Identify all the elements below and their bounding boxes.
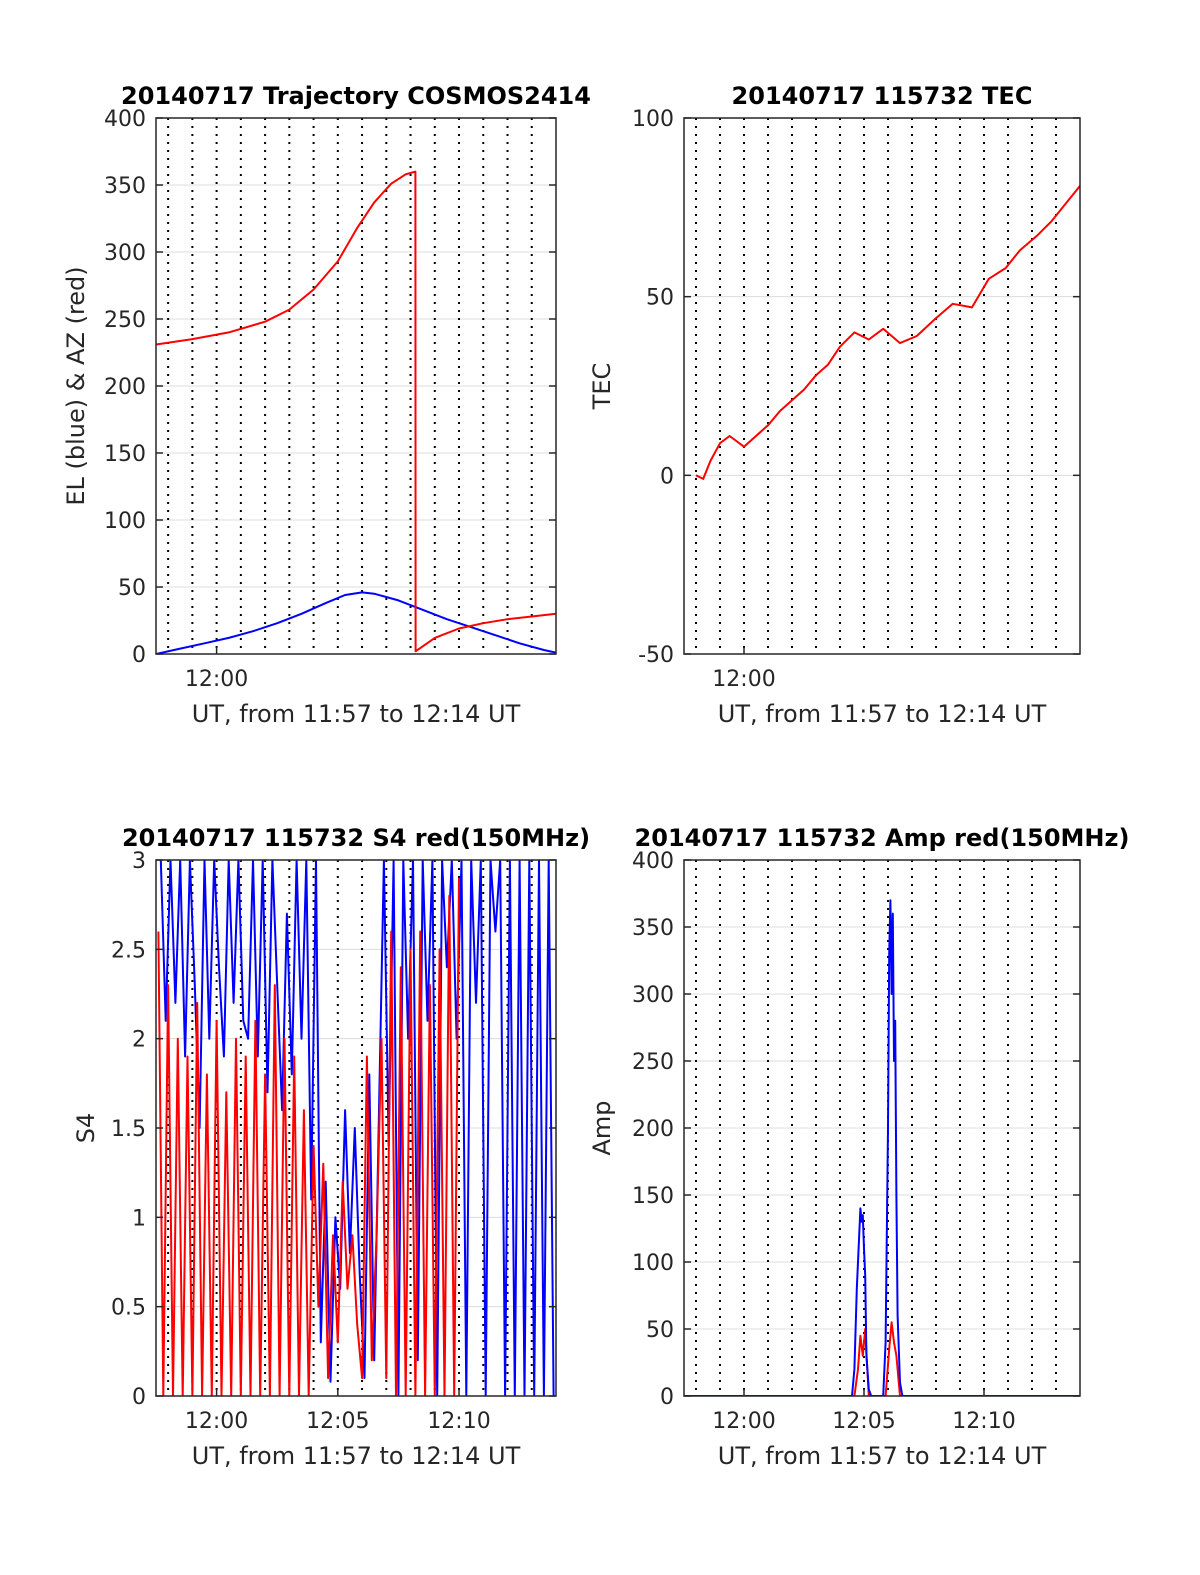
panel-amp-ytick-label: 300 — [632, 983, 674, 1008]
panel-amp-ytick-label: 350 — [632, 916, 674, 941]
panel-amp-ytick-label: 100 — [632, 1251, 674, 1276]
panel-trajectory-xlabel: UT, from 11:57 to 12:14 UT — [192, 700, 521, 728]
panel-trajectory-ytick-label: 150 — [104, 442, 146, 467]
panel-s4-xlabel: UT, from 11:57 to 12:14 UT — [192, 1442, 521, 1470]
panel-amp-ytick-label: 200 — [632, 1117, 674, 1142]
panel-trajectory-ytick-label: 50 — [118, 576, 146, 601]
panel-amp-title: 20140717 115732 Amp red(150MHz) — [635, 824, 1130, 852]
panel-amp: 20140717 115732 Amp red(150MHz) UT, from… — [588, 824, 1129, 1470]
panel-s4-ytick-label: 0.5 — [111, 1296, 146, 1321]
panel-s4-ytick-label: 0 — [132, 1385, 146, 1410]
panel-tec-ytick-label: -50 — [638, 643, 674, 668]
panel-tec-xlabel: UT, from 11:57 to 12:14 UT — [718, 700, 1047, 728]
panel-amp-series-blue-line — [684, 899, 1080, 1396]
panel-trajectory-series-blue-line — [156, 591, 556, 654]
panel-s4-series-red-line — [157, 877, 460, 1396]
panel-s4-xtick-label: 12:00 — [185, 1409, 248, 1434]
panel-amp-xtick-label: 12:00 — [712, 1409, 775, 1434]
panel-trajectory-title: 20140717 Trajectory COSMOS2414 — [121, 82, 591, 110]
panel-tec-ytick-label: 100 — [632, 107, 674, 132]
panel-amp-ytick-label: 50 — [646, 1318, 674, 1343]
panel-tec-ytick-label: 0 — [660, 464, 674, 489]
panel-trajectory-ytick-label: 100 — [104, 509, 146, 534]
panel-tec-xtick-label: 12:00 — [712, 667, 775, 692]
panel-amp-xtick-label: 12:05 — [832, 1409, 895, 1434]
panel-s4-title: 20140717 115732 S4 red(150MHz) — [122, 824, 590, 852]
panel-s4-xtick-label: 12:10 — [427, 1409, 490, 1434]
panel-trajectory-ytick-label: 300 — [104, 241, 146, 266]
panel-tec-axes-box — [683, 117, 1081, 655]
panel-amp-ytick-label: 250 — [632, 1050, 674, 1075]
panel-s4-ytick-label: 2.5 — [111, 938, 146, 963]
panel-tec-ylabel: TEC — [588, 363, 616, 411]
panel-amp-ylabel: Amp — [588, 1100, 616, 1155]
panel-amp-series-red-line — [684, 1321, 1080, 1396]
panel-s4-ylabel: S4 — [72, 1113, 100, 1144]
panel-tec-series-red-line — [695, 185, 1080, 480]
panel-tec-ytick-label: 50 — [646, 286, 674, 311]
panel-s4-ytick-label: 2 — [132, 1028, 146, 1053]
panel-s4-series-blue-line — [159, 860, 555, 1396]
panel-trajectory-ytick-label: 400 — [104, 107, 146, 132]
panel-trajectory-series-red-line — [156, 170, 556, 653]
panel-s4-xtick-label: 12:05 — [306, 1409, 369, 1434]
panel-trajectory-ytick-label: 200 — [104, 375, 146, 400]
panel-s4: 20140717 115732 S4 red(150MHz) UT, from … — [72, 824, 590, 1470]
panel-trajectory-ytick-label: 0 — [132, 643, 146, 668]
panel-amp-ytick-label: 0 — [660, 1385, 674, 1410]
panel-trajectory-ytick-label: 250 — [104, 308, 146, 333]
panel-tec: 20140717 115732 TEC UT, from 11:57 to 12… — [588, 82, 1081, 728]
panel-tec-title: 20140717 115732 TEC — [732, 82, 1033, 110]
panel-amp-ytick-label: 400 — [632, 849, 674, 874]
panel-trajectory: 20140717 Trajectory COSMOS2414 UT, from … — [62, 82, 591, 728]
panel-s4-ytick-label: 1 — [132, 1206, 146, 1231]
panel-trajectory-ytick-label: 350 — [104, 174, 146, 199]
panel-amp-ytick-label: 150 — [632, 1184, 674, 1209]
panel-s4-ytick-label: 1.5 — [111, 1117, 146, 1142]
panel-amp-xlabel: UT, from 11:57 to 12:14 UT — [718, 1442, 1047, 1470]
panel-trajectory-ylabel: EL (blue) & AZ (red) — [62, 266, 90, 505]
panel-s4-ytick-label: 3 — [132, 849, 146, 874]
panel-amp-xtick-label: 12:10 — [952, 1409, 1015, 1434]
panel-trajectory-xtick-label: 12:00 — [185, 667, 248, 692]
